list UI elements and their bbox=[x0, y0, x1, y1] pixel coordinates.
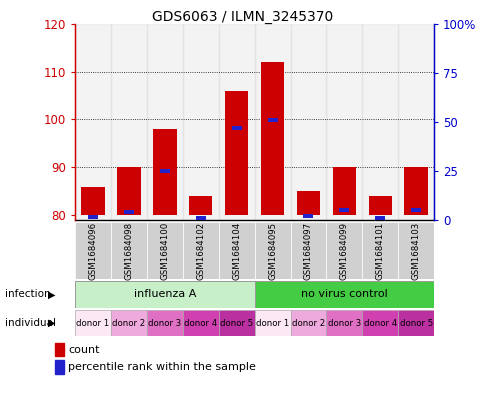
Text: GSM1684099: GSM1684099 bbox=[339, 222, 348, 279]
Bar bbox=[362, 310, 397, 336]
Text: percentile rank within the sample: percentile rank within the sample bbox=[68, 362, 256, 372]
Bar bbox=[362, 24, 397, 220]
Bar bbox=[75, 24, 111, 220]
Bar bbox=[290, 310, 326, 336]
Bar bbox=[231, 126, 241, 130]
Bar bbox=[147, 222, 182, 279]
Bar bbox=[81, 187, 105, 215]
Bar bbox=[254, 222, 290, 279]
Bar bbox=[397, 24, 433, 220]
Bar bbox=[196, 216, 205, 220]
Bar bbox=[339, 208, 348, 212]
Text: no virus control: no virus control bbox=[301, 289, 387, 299]
Bar bbox=[182, 310, 218, 336]
Text: GDS6063 / ILMN_3245370: GDS6063 / ILMN_3245370 bbox=[151, 10, 333, 24]
Bar bbox=[147, 310, 182, 336]
Text: donor 5: donor 5 bbox=[399, 319, 432, 327]
Bar bbox=[189, 196, 212, 215]
Text: donor 1: donor 1 bbox=[256, 319, 288, 327]
Bar bbox=[153, 129, 176, 215]
Bar bbox=[326, 222, 362, 279]
Text: donor 2: donor 2 bbox=[291, 319, 324, 327]
Text: infection: infection bbox=[5, 289, 50, 299]
Bar bbox=[55, 360, 64, 374]
Bar bbox=[397, 310, 433, 336]
Text: GSM1684098: GSM1684098 bbox=[124, 222, 133, 279]
Bar bbox=[75, 310, 111, 336]
Bar bbox=[254, 310, 290, 336]
Text: donor 5: donor 5 bbox=[220, 319, 253, 327]
Text: donor 4: donor 4 bbox=[184, 319, 217, 327]
Text: donor 3: donor 3 bbox=[327, 319, 360, 327]
Bar bbox=[260, 62, 284, 215]
Text: ▶: ▶ bbox=[48, 318, 56, 328]
Bar bbox=[111, 310, 147, 336]
Text: count: count bbox=[68, 345, 99, 354]
Bar bbox=[267, 118, 277, 122]
Bar bbox=[410, 208, 420, 212]
Text: donor 2: donor 2 bbox=[112, 319, 145, 327]
Text: donor 4: donor 4 bbox=[363, 319, 396, 327]
Bar bbox=[147, 24, 182, 220]
Bar bbox=[375, 216, 384, 220]
Bar bbox=[124, 210, 134, 214]
Bar bbox=[290, 222, 326, 279]
Text: donor 3: donor 3 bbox=[148, 319, 181, 327]
Bar bbox=[111, 24, 147, 220]
Bar bbox=[332, 167, 355, 215]
Text: individual: individual bbox=[5, 318, 56, 328]
Text: ▶: ▶ bbox=[48, 289, 56, 299]
Text: GSM1684102: GSM1684102 bbox=[196, 221, 205, 280]
Text: donor 1: donor 1 bbox=[76, 319, 109, 327]
Text: GSM1684096: GSM1684096 bbox=[89, 222, 97, 279]
Bar bbox=[160, 169, 169, 173]
Bar bbox=[368, 196, 391, 215]
Bar bbox=[75, 222, 111, 279]
Text: GSM1684101: GSM1684101 bbox=[375, 221, 384, 280]
Bar bbox=[404, 167, 427, 215]
Bar bbox=[254, 24, 290, 220]
Bar bbox=[117, 167, 140, 215]
Text: influenza A: influenza A bbox=[134, 289, 196, 299]
Text: GSM1684100: GSM1684100 bbox=[160, 221, 169, 280]
Bar bbox=[290, 24, 326, 220]
Bar bbox=[326, 310, 362, 336]
Text: GSM1684104: GSM1684104 bbox=[232, 221, 241, 280]
Text: GSM1684097: GSM1684097 bbox=[303, 222, 312, 279]
Bar bbox=[75, 281, 254, 308]
Bar bbox=[182, 24, 218, 220]
Bar bbox=[225, 91, 248, 215]
Text: GSM1684103: GSM1684103 bbox=[411, 221, 420, 280]
Bar bbox=[397, 222, 433, 279]
Text: GSM1684095: GSM1684095 bbox=[268, 222, 276, 279]
Bar bbox=[218, 222, 254, 279]
Bar bbox=[303, 214, 313, 218]
Bar bbox=[362, 222, 397, 279]
Bar bbox=[88, 215, 98, 219]
Bar bbox=[218, 24, 254, 220]
Bar bbox=[296, 191, 319, 215]
Bar bbox=[55, 343, 64, 356]
Bar bbox=[254, 281, 433, 308]
Bar bbox=[182, 222, 218, 279]
Bar bbox=[326, 24, 362, 220]
Bar bbox=[111, 222, 147, 279]
Bar bbox=[218, 310, 254, 336]
